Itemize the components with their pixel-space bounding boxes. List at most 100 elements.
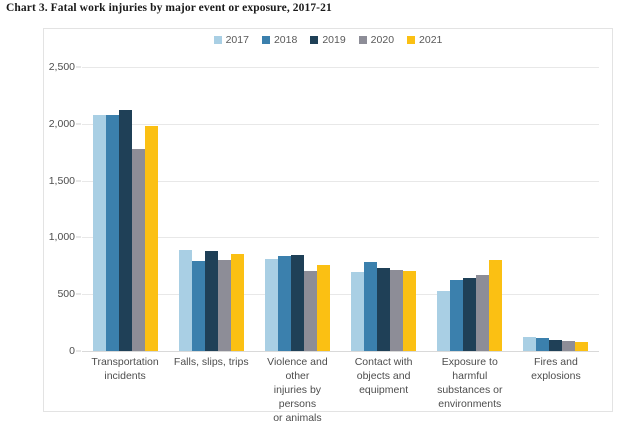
axis-baseline bbox=[82, 351, 599, 352]
bar[interactable] bbox=[390, 269, 404, 351]
y-axis-tick-label: 2,000 bbox=[48, 117, 75, 130]
y-tick-mark bbox=[76, 180, 81, 182]
legend-swatch-icon bbox=[310, 36, 319, 45]
page-title: Chart 3. Fatal work injuries by major ev… bbox=[6, 2, 332, 14]
legend-label: 2021 bbox=[419, 34, 443, 46]
category-label-line: Contact with bbox=[354, 356, 413, 368]
category-label-line: harmful bbox=[452, 370, 488, 382]
category-label-line: substances or bbox=[437, 384, 503, 396]
bar[interactable] bbox=[364, 261, 378, 351]
bar[interactable] bbox=[377, 267, 391, 351]
bar[interactable] bbox=[178, 250, 192, 351]
y-tick-mark bbox=[76, 293, 81, 295]
category-label: Fires and explosions bbox=[513, 355, 599, 425]
bar-group bbox=[341, 67, 427, 351]
legend-label: 2019 bbox=[322, 34, 346, 46]
bar[interactable] bbox=[303, 270, 317, 351]
gridline bbox=[82, 67, 599, 68]
category-label-line: explosions bbox=[531, 370, 581, 382]
category-label-line: Falls, slips, trips bbox=[173, 356, 249, 368]
gridline bbox=[82, 123, 599, 125]
legend-item-2021[interactable]: 2021 bbox=[407, 35, 442, 46]
y-tick-mark bbox=[76, 236, 81, 238]
bar[interactable] bbox=[290, 255, 304, 351]
bar[interactable] bbox=[217, 259, 231, 351]
category-label-line: or animals bbox=[273, 412, 322, 424]
bar-stack bbox=[168, 67, 254, 351]
y-axis-tick-label: 500 bbox=[57, 288, 75, 301]
bar-stack bbox=[82, 67, 168, 351]
bar[interactable] bbox=[562, 341, 576, 351]
y-axis-tick-label: 2,500 bbox=[48, 61, 75, 73]
bar[interactable] bbox=[476, 274, 490, 351]
bar[interactable] bbox=[105, 114, 119, 351]
bar[interactable] bbox=[536, 337, 550, 351]
bar-group bbox=[254, 67, 340, 351]
category-label-line: injuries by persons bbox=[273, 384, 322, 410]
gridline bbox=[82, 180, 599, 182]
legend-item-2020[interactable]: 2020 bbox=[358, 34, 395, 46]
bar-stack bbox=[254, 67, 340, 351]
bar[interactable] bbox=[575, 341, 589, 351]
y-tick-mark bbox=[76, 66, 81, 68]
category-label-line: incidents bbox=[104, 370, 146, 382]
bar[interactable] bbox=[204, 251, 218, 351]
legend-swatch-icon bbox=[407, 36, 416, 45]
gridline bbox=[82, 237, 599, 239]
bar-stack bbox=[427, 67, 513, 351]
y-axis-tick-label: 0 bbox=[69, 345, 75, 357]
y-tick-mark bbox=[76, 350, 81, 352]
bar-group bbox=[427, 67, 513, 351]
legend-swatch-icon bbox=[213, 36, 222, 45]
legend-swatch-icon bbox=[261, 36, 270, 45]
bar[interactable] bbox=[264, 259, 278, 351]
category-label-line: equipment bbox=[359, 384, 409, 396]
category-label: Transportation incidents bbox=[82, 355, 168, 425]
category-label-line: Exposure to bbox=[441, 356, 498, 368]
bar[interactable] bbox=[230, 254, 244, 351]
bar[interactable] bbox=[437, 290, 451, 351]
chart-legend: 2017 2018 2019 2020 2021 bbox=[44, 35, 612, 46]
category-label-line: Fires and bbox=[534, 356, 578, 368]
chart-panel: 2017 2018 2019 2020 2021 0 500 1,000 1,500 2,000… bbox=[43, 28, 613, 424]
bar[interactable] bbox=[277, 255, 291, 351]
category-label: Falls, slips, trips bbox=[168, 355, 254, 425]
category-label-line: Violence and other bbox=[267, 356, 328, 382]
bar[interactable] bbox=[450, 280, 464, 351]
category-label-line: environments bbox=[438, 398, 502, 410]
bar-stack bbox=[341, 67, 427, 351]
y-axis-tick-label: 1,500 bbox=[48, 174, 75, 187]
bar[interactable] bbox=[463, 278, 477, 351]
bar[interactable] bbox=[351, 272, 365, 351]
y-tick-mark bbox=[76, 123, 81, 125]
bar[interactable] bbox=[549, 339, 563, 351]
legend-swatch-icon bbox=[358, 36, 367, 45]
category-label: Contact with objects and equipment bbox=[341, 355, 427, 425]
bar[interactable] bbox=[523, 337, 537, 351]
bar-group bbox=[513, 67, 599, 351]
bar[interactable] bbox=[316, 264, 330, 351]
legend-label: 2017 bbox=[225, 34, 249, 46]
bar[interactable] bbox=[131, 149, 145, 351]
bar-stack bbox=[513, 67, 599, 351]
bar[interactable] bbox=[144, 125, 158, 351]
bar[interactable] bbox=[489, 260, 503, 351]
bar[interactable] bbox=[403, 270, 417, 351]
plot-area: 0 500 1,000 1,500 2,000 2,500 bbox=[49, 61, 599, 357]
category-label: Violence and other injuries by persons or … bbox=[254, 355, 340, 425]
bar-group bbox=[82, 67, 168, 351]
category-axis-labels: Transportation incidents Falls, slips, tri… bbox=[82, 355, 599, 425]
bar-groups bbox=[82, 67, 599, 351]
legend-item-2018[interactable]: 2018 bbox=[261, 35, 297, 46]
category-label: Exposure to harmful substances or environme… bbox=[427, 355, 513, 425]
legend-item-2019[interactable]: 2019 bbox=[310, 34, 346, 46]
legend-label: 2020 bbox=[370, 34, 395, 46]
category-label-line: objects and bbox=[356, 370, 411, 382]
bar[interactable] bbox=[118, 109, 132, 351]
gridline bbox=[82, 294, 599, 296]
legend-item-2017[interactable]: 2017 bbox=[213, 34, 249, 46]
category-label-line: Transportation bbox=[91, 356, 159, 368]
bar[interactable] bbox=[191, 261, 205, 351]
bar-group bbox=[168, 67, 254, 351]
bar[interactable] bbox=[92, 115, 106, 351]
